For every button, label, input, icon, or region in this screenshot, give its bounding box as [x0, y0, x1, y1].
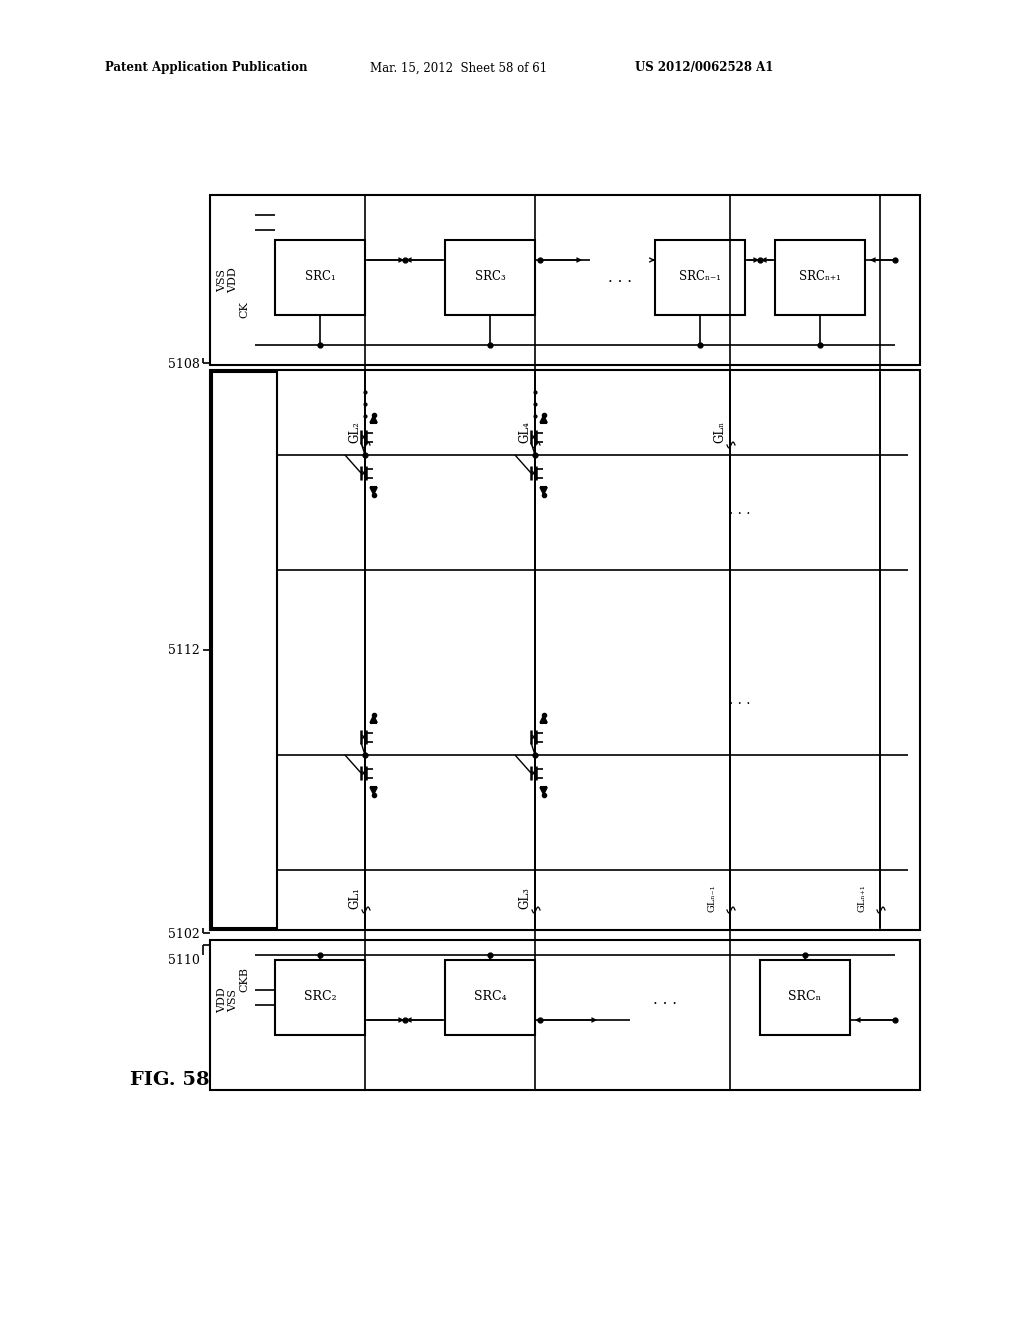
- Polygon shape: [370, 487, 377, 495]
- Text: SRCₙ₋₁: SRCₙ₋₁: [679, 271, 721, 284]
- Text: . . .: . . .: [653, 993, 677, 1007]
- Text: Mar. 15, 2012  Sheet 58 of 61: Mar. 15, 2012 Sheet 58 of 61: [370, 62, 547, 74]
- Text: GL₁: GL₁: [348, 887, 361, 909]
- Polygon shape: [540, 416, 547, 422]
- Text: . . .: . . .: [608, 271, 632, 285]
- Bar: [445, 240, 535, 315]
- Text: 5108: 5108: [168, 359, 200, 371]
- Text: GLₙ: GLₙ: [714, 421, 726, 444]
- Bar: [445, 960, 535, 1035]
- Text: US 2012/0062528 A1: US 2012/0062528 A1: [635, 62, 773, 74]
- Bar: [210, 370, 920, 931]
- Polygon shape: [370, 416, 377, 422]
- Text: GL₃: GL₃: [518, 887, 531, 909]
- Text: 5112: 5112: [168, 644, 200, 656]
- Text: VSS: VSS: [217, 268, 227, 292]
- Text: SRC₄: SRC₄: [474, 990, 506, 1003]
- Text: 5110: 5110: [168, 953, 200, 966]
- Text: GL₂: GL₂: [348, 421, 361, 444]
- Text: SRCₙ₊₁: SRCₙ₊₁: [799, 271, 841, 284]
- Text: FIG. 58: FIG. 58: [130, 1071, 210, 1089]
- Text: VDD: VDD: [228, 267, 238, 293]
- Bar: [210, 940, 920, 1090]
- Bar: [275, 960, 365, 1035]
- Bar: [760, 960, 850, 1035]
- Polygon shape: [540, 715, 547, 722]
- Text: . . .: . . .: [729, 503, 751, 517]
- Bar: [210, 195, 920, 366]
- Bar: [655, 240, 745, 315]
- Text: . . .: . . .: [729, 693, 751, 708]
- Text: CKB: CKB: [239, 968, 249, 993]
- Bar: [275, 240, 365, 315]
- Text: 5102: 5102: [168, 928, 200, 941]
- Text: SRC₂: SRC₂: [304, 990, 336, 1003]
- Text: CK: CK: [239, 301, 249, 318]
- Text: Patent Application Publication: Patent Application Publication: [105, 62, 307, 74]
- Bar: [775, 240, 865, 315]
- Text: GL₄: GL₄: [518, 421, 531, 444]
- Text: GLₙ₋₁: GLₙ₋₁: [708, 884, 717, 912]
- Text: SRCₙ: SRCₙ: [788, 990, 821, 1003]
- Polygon shape: [540, 788, 547, 795]
- Polygon shape: [540, 487, 547, 495]
- Text: GLₙ₊₁: GLₙ₊₁: [857, 884, 866, 912]
- Text: VDD: VDD: [217, 987, 227, 1012]
- Text: SRC₁: SRC₁: [304, 271, 336, 284]
- Text: SRC₃: SRC₃: [475, 271, 506, 284]
- Bar: [212, 372, 278, 928]
- Polygon shape: [370, 715, 377, 722]
- Text: VSS: VSS: [228, 989, 238, 1011]
- Polygon shape: [370, 788, 377, 795]
